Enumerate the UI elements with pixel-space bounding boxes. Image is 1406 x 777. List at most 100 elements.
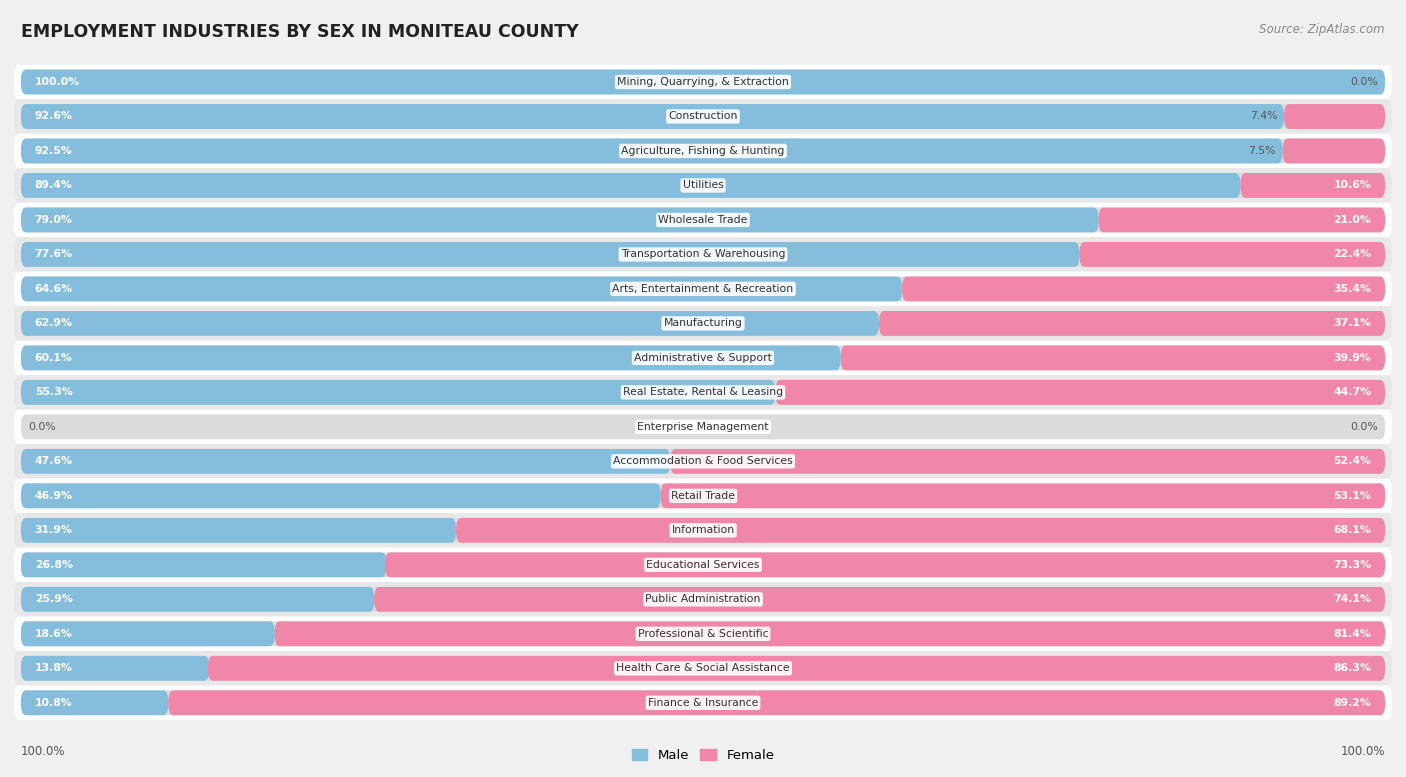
FancyBboxPatch shape <box>21 691 169 715</box>
FancyBboxPatch shape <box>21 587 1385 611</box>
FancyBboxPatch shape <box>14 617 1392 651</box>
Text: 52.4%: 52.4% <box>1333 456 1371 466</box>
Text: Administrative & Support: Administrative & Support <box>634 353 772 363</box>
FancyBboxPatch shape <box>21 483 661 508</box>
FancyBboxPatch shape <box>1080 242 1385 267</box>
Text: 100.0%: 100.0% <box>1340 744 1385 758</box>
Text: Manufacturing: Manufacturing <box>664 319 742 329</box>
Text: 100.0%: 100.0% <box>21 744 66 758</box>
Text: Professional & Scientific: Professional & Scientific <box>638 629 768 639</box>
FancyBboxPatch shape <box>21 518 1385 543</box>
Text: 21.0%: 21.0% <box>1333 215 1371 225</box>
FancyBboxPatch shape <box>21 622 274 646</box>
FancyBboxPatch shape <box>1282 138 1385 163</box>
FancyBboxPatch shape <box>21 70 1385 94</box>
FancyBboxPatch shape <box>14 306 1392 340</box>
FancyBboxPatch shape <box>21 242 1385 267</box>
FancyBboxPatch shape <box>1284 104 1385 129</box>
FancyBboxPatch shape <box>671 449 1385 474</box>
FancyBboxPatch shape <box>21 104 1385 129</box>
Text: 74.1%: 74.1% <box>1333 594 1371 605</box>
Text: Mining, Quarrying, & Extraction: Mining, Quarrying, & Extraction <box>617 77 789 87</box>
FancyBboxPatch shape <box>21 104 1284 129</box>
FancyBboxPatch shape <box>14 375 1392 409</box>
Text: 37.1%: 37.1% <box>1333 319 1371 329</box>
Text: 68.1%: 68.1% <box>1333 525 1371 535</box>
Text: 47.6%: 47.6% <box>35 456 73 466</box>
Text: 10.8%: 10.8% <box>35 698 73 708</box>
Text: 0.0%: 0.0% <box>1350 77 1378 87</box>
Text: Agriculture, Fishing & Hunting: Agriculture, Fishing & Hunting <box>621 146 785 156</box>
Text: 60.1%: 60.1% <box>35 353 73 363</box>
Text: Retail Trade: Retail Trade <box>671 491 735 501</box>
Text: 39.9%: 39.9% <box>1333 353 1371 363</box>
Text: 10.6%: 10.6% <box>1333 180 1371 190</box>
Text: Source: ZipAtlas.com: Source: ZipAtlas.com <box>1260 23 1385 37</box>
Text: 22.4%: 22.4% <box>1333 249 1371 260</box>
Text: 62.9%: 62.9% <box>35 319 73 329</box>
FancyBboxPatch shape <box>21 622 1385 646</box>
Text: 46.9%: 46.9% <box>35 491 73 501</box>
FancyBboxPatch shape <box>21 691 1385 715</box>
Text: 81.4%: 81.4% <box>1333 629 1371 639</box>
Text: Enterprise Management: Enterprise Management <box>637 422 769 432</box>
FancyBboxPatch shape <box>21 70 1385 94</box>
Text: 35.4%: 35.4% <box>1333 284 1371 294</box>
Text: 55.3%: 55.3% <box>35 388 73 397</box>
Text: 77.6%: 77.6% <box>35 249 73 260</box>
Text: Utilities: Utilities <box>682 180 724 190</box>
FancyBboxPatch shape <box>14 444 1392 479</box>
Legend: Male, Female: Male, Female <box>626 744 780 768</box>
Text: Information: Information <box>672 525 734 535</box>
Text: 92.6%: 92.6% <box>35 111 73 121</box>
FancyBboxPatch shape <box>14 651 1392 685</box>
Text: 100.0%: 100.0% <box>35 77 80 87</box>
FancyBboxPatch shape <box>14 548 1392 582</box>
FancyBboxPatch shape <box>21 380 1385 405</box>
FancyBboxPatch shape <box>21 449 1385 474</box>
Text: 13.8%: 13.8% <box>35 664 73 674</box>
FancyBboxPatch shape <box>14 203 1392 237</box>
FancyBboxPatch shape <box>21 138 1282 163</box>
Text: 89.2%: 89.2% <box>1333 698 1371 708</box>
FancyBboxPatch shape <box>14 340 1392 375</box>
FancyBboxPatch shape <box>21 173 1385 198</box>
Text: Wholesale Trade: Wholesale Trade <box>658 215 748 225</box>
Text: 18.6%: 18.6% <box>35 629 73 639</box>
FancyBboxPatch shape <box>14 134 1392 168</box>
Text: 0.0%: 0.0% <box>1350 422 1378 432</box>
FancyBboxPatch shape <box>14 99 1392 134</box>
Text: 0.0%: 0.0% <box>28 422 56 432</box>
FancyBboxPatch shape <box>21 449 671 474</box>
FancyBboxPatch shape <box>841 346 1385 371</box>
FancyBboxPatch shape <box>21 518 456 543</box>
FancyBboxPatch shape <box>14 64 1392 99</box>
Text: 53.1%: 53.1% <box>1333 491 1371 501</box>
Text: Finance & Insurance: Finance & Insurance <box>648 698 758 708</box>
FancyBboxPatch shape <box>14 685 1392 720</box>
FancyBboxPatch shape <box>14 272 1392 306</box>
FancyBboxPatch shape <box>21 138 1385 163</box>
FancyBboxPatch shape <box>21 587 374 611</box>
Text: 25.9%: 25.9% <box>35 594 73 605</box>
Text: 64.6%: 64.6% <box>35 284 73 294</box>
FancyBboxPatch shape <box>21 656 1385 681</box>
Text: 31.9%: 31.9% <box>35 525 73 535</box>
FancyBboxPatch shape <box>21 346 841 371</box>
FancyBboxPatch shape <box>21 483 1385 508</box>
FancyBboxPatch shape <box>21 552 387 577</box>
FancyBboxPatch shape <box>374 587 1385 611</box>
Text: Construction: Construction <box>668 111 738 121</box>
Text: 7.5%: 7.5% <box>1249 146 1275 156</box>
FancyBboxPatch shape <box>14 409 1392 444</box>
FancyBboxPatch shape <box>21 414 1385 439</box>
FancyBboxPatch shape <box>14 513 1392 548</box>
FancyBboxPatch shape <box>169 691 1385 715</box>
FancyBboxPatch shape <box>21 346 1385 371</box>
FancyBboxPatch shape <box>14 479 1392 513</box>
FancyBboxPatch shape <box>21 277 1385 301</box>
FancyBboxPatch shape <box>456 518 1385 543</box>
FancyBboxPatch shape <box>21 207 1385 232</box>
Text: 86.3%: 86.3% <box>1333 664 1371 674</box>
FancyBboxPatch shape <box>879 311 1385 336</box>
